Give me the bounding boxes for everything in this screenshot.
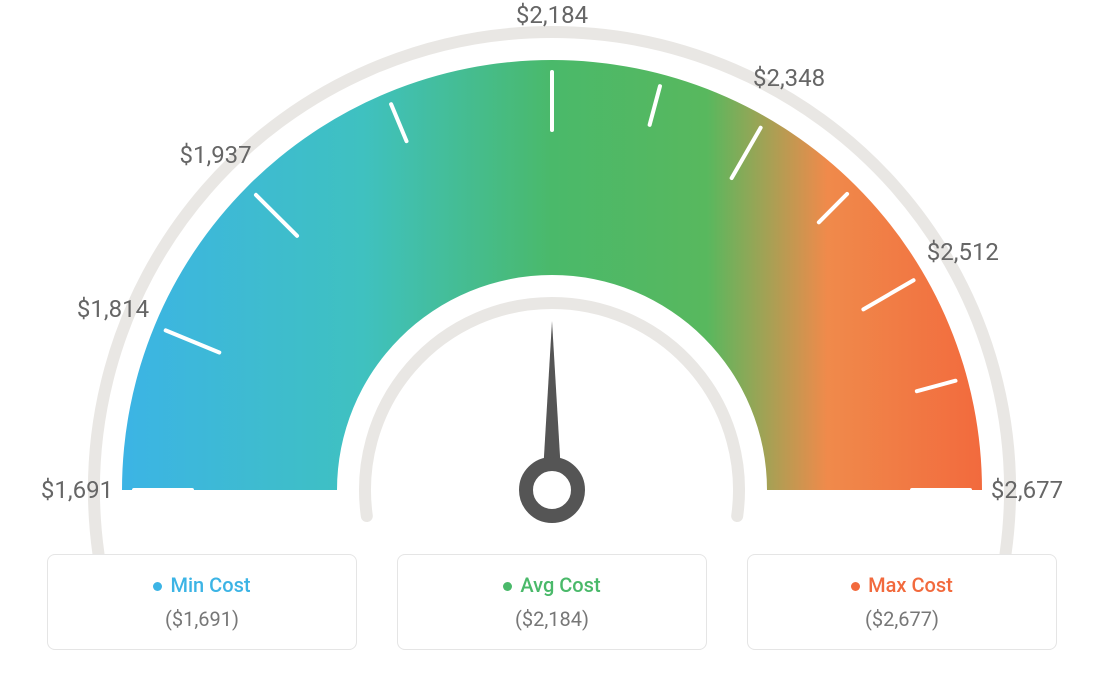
gauge-chart: $1,691 $1,814 $1,937 $2,184 $2,348 $2,512 $2,6… [0, 0, 1104, 560]
gauge-svg [0, 0, 1104, 560]
legend-card-avg: Avg Cost ($2,184) [397, 554, 707, 650]
legend-min-title: Min Cost [72, 573, 332, 597]
legend-max-value: ($2,677) [772, 607, 1032, 631]
gauge-tick-label: $1,814 [77, 295, 149, 323]
legend-row: Min Cost ($1,691) Avg Cost ($2,184) Max … [0, 554, 1104, 650]
legend-max-label: Max Cost [868, 573, 953, 597]
chart-container: $1,691 $1,814 $1,937 $2,184 $2,348 $2,512 $2,6… [0, 0, 1104, 690]
dot-icon [503, 582, 512, 591]
gauge-tick-label: $2,512 [927, 238, 999, 266]
gauge-tick-label: $1,691 [41, 476, 113, 504]
legend-avg-label: Avg Cost [520, 573, 600, 597]
gauge-tick-label: $1,937 [179, 141, 251, 169]
gauge-tick-label: $2,348 [753, 64, 825, 92]
legend-card-max: Max Cost ($2,677) [747, 554, 1057, 650]
legend-min-label: Min Cost [170, 573, 250, 597]
legend-avg-title: Avg Cost [422, 573, 682, 597]
dot-icon [153, 582, 162, 591]
legend-card-min: Min Cost ($1,691) [47, 554, 357, 650]
gauge-tick-label: $2,184 [516, 1, 588, 29]
dot-icon [851, 582, 860, 591]
gauge-tick-label: $2,677 [991, 476, 1063, 504]
legend-avg-value: ($2,184) [422, 607, 682, 631]
legend-max-title: Max Cost [772, 573, 1032, 597]
legend-min-value: ($1,691) [72, 607, 332, 631]
